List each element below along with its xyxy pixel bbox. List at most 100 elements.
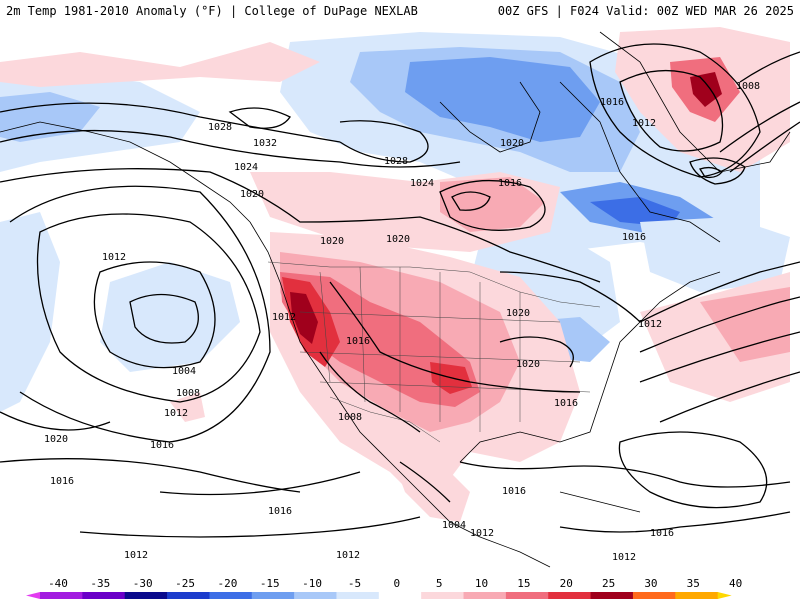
isobar-label: 1016 (600, 97, 624, 108)
warm-region-us-strong (280, 272, 480, 407)
isobar-northeast3 (739, 51, 800, 83)
isobar-layer (0, 43, 800, 538)
legend-swatch (26, 592, 40, 599)
isobar-label: 1016 (150, 440, 174, 451)
legend-swatch (463, 592, 507, 599)
legend-swatch (675, 592, 719, 599)
model-run-info: 00Z GFS | F024 Valid: 00Z WED MAR 26 202… (497, 4, 794, 18)
isobar-labels: 1032 1028 1028 1024 1024 1020 1020 1020 … (44, 81, 760, 563)
isobar-label: 1020 (44, 434, 68, 445)
isobar-label: 1028 (208, 122, 232, 133)
border-us-mexico (329, 396, 441, 443)
isobar-label: 1032 (253, 138, 277, 149)
legend-swatch (124, 592, 168, 599)
isobar-label: 1024 (234, 162, 258, 173)
warm-region-greenland-peak (690, 72, 722, 107)
legend-swatch (294, 592, 337, 599)
isobar-1008-sw (319, 351, 421, 433)
warm-region-california-peak (290, 292, 318, 344)
isobar-1004-mexico (399, 461, 451, 503)
isobar-label: 1020 (506, 308, 530, 319)
isobar-label: 1012 (638, 319, 662, 330)
legend-swatch (632, 592, 676, 599)
warm-region-canada-core (440, 177, 545, 232)
isobar-1012-south (79, 516, 421, 538)
legend-swatch (40, 592, 83, 599)
legend-swatch (548, 592, 592, 599)
isobar-1016-high (439, 179, 546, 231)
isobar-label: 1012 (102, 252, 126, 263)
legend-tick-label: -40 (48, 577, 68, 590)
cold-region-northwest-pacific-core (0, 92, 100, 142)
coastline-alaska (0, 121, 251, 223)
legend-swatch (336, 592, 380, 599)
cold-region-hudson-core (405, 57, 600, 142)
legend-swatch (590, 592, 634, 599)
isobar-greenland-1008 (689, 157, 746, 185)
title-bar: 2m Temp 1981-2010 Anomaly (°F) | College… (0, 0, 800, 22)
isobar-1028-east (339, 120, 429, 163)
legend-tick-label: 10 (475, 577, 488, 590)
isobar-label: 1004 (442, 520, 466, 531)
cold-region-west-pacific (0, 212, 60, 412)
isobar-1020-inner (451, 191, 491, 211)
legend-tick-label: 25 (602, 577, 615, 590)
coastline-layer (0, 31, 791, 568)
legend-tick-label: 0 (394, 577, 401, 590)
isobar-label: 1004 (172, 366, 196, 377)
isobar-label: 1020 (500, 138, 524, 149)
coastline-hudson-bay (439, 81, 541, 153)
anomaly-map: 1032 1028 1028 1024 1024 1020 1020 1020 … (0, 22, 800, 575)
legend-tick-label: -35 (90, 577, 110, 590)
isobar-greenland-1016 (589, 43, 761, 178)
isobar-label: 1016 (554, 398, 578, 409)
coastline-cuba (559, 491, 641, 513)
legend-tick-label: -30 (133, 577, 153, 590)
isobar-label: 1020 (516, 359, 540, 370)
isobar-label: 1012 (632, 118, 656, 129)
border-us-canada (267, 261, 601, 308)
isobar-1024 (0, 129, 461, 168)
isobar-1020-canada (0, 168, 601, 283)
coastline-greenland (599, 31, 791, 173)
legend-swatches (26, 592, 732, 599)
isobar-1028-west (0, 102, 341, 143)
isobar-1016-us (329, 281, 581, 393)
isobar-label: 1016 (622, 232, 646, 243)
isobar-label: 1020 (240, 189, 264, 200)
cold-region-pacific-low (100, 262, 240, 372)
legend-swatch (209, 592, 253, 599)
legend-tick-label: -10 (302, 577, 322, 590)
isobar-northeast2 (729, 121, 800, 173)
isobar-1016-south (0, 458, 301, 493)
coastline-west (249, 221, 551, 568)
isobar-greenland-1004 (699, 166, 723, 179)
isobar-atlantic-high (618, 431, 768, 509)
isobar-label: 1016 (498, 178, 522, 189)
isobar-pacific-1020 (0, 411, 111, 431)
warm-region-pacific (170, 392, 205, 422)
isobar-label: 1008 (176, 388, 200, 399)
legend-tick-label: 5 (436, 577, 443, 590)
isobar-label: 1012 (336, 550, 360, 561)
isobar-label: 1016 (50, 476, 74, 487)
legend-swatch (167, 592, 210, 599)
legend-tick-label: 30 (644, 577, 657, 590)
isobar-label: 1012 (272, 312, 296, 323)
legend-svg: -40 -35 -30 -25 -20 -15 -10 -5 0 5 10 15 20 25 30 35 40 (26, 577, 742, 599)
isobar-pacific-1008 (93, 261, 216, 369)
isobar-1016-south2 (159, 471, 361, 496)
isobar-label: 1012 (124, 550, 148, 561)
cold-region-atlantic (640, 217, 790, 292)
isobar-atlantic-4 (659, 371, 800, 423)
isobar-label: 1020 (386, 234, 410, 245)
coastline-east (609, 271, 721, 373)
borders-layer (267, 261, 601, 443)
isobar-label: 1028 (384, 156, 408, 167)
legend-tick-label: -20 (217, 577, 237, 590)
isobar-label: 1008 (736, 81, 760, 92)
isobar-1012-caribbean (559, 511, 791, 533)
warm-anomaly-layer (0, 27, 790, 522)
state-lines (299, 266, 591, 432)
